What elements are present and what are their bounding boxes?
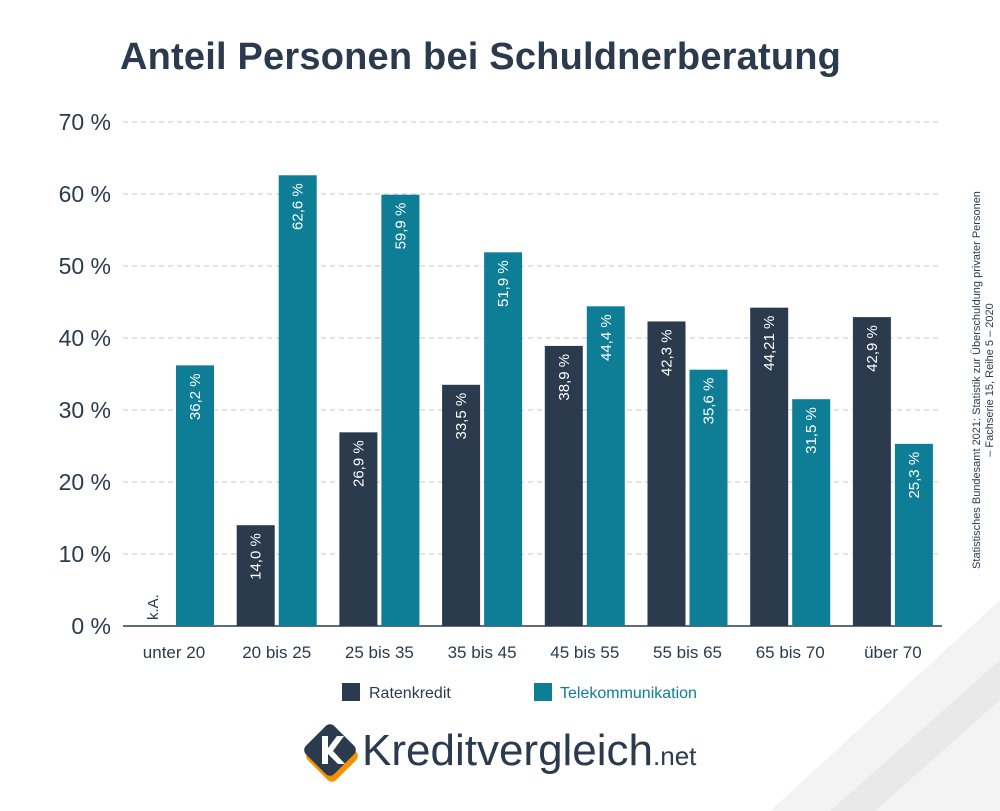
y-tick-label-30: 30 %	[59, 397, 111, 423]
legend-swatch-telekommunikation	[534, 683, 552, 701]
x-tick-label-3: 35 bis 45	[448, 643, 517, 662]
bar-label-ratenkredit-4: 38,9 %	[556, 354, 573, 401]
kreditvergleich-logo: Kreditvergleich.net	[300, 722, 720, 792]
bar-label-telekommunikation-6: 31,5 %	[803, 407, 820, 454]
bar-ratenkredit-2	[339, 432, 378, 626]
bar-telekommunikation-0	[176, 365, 214, 626]
y-tick-label-70: 70 %	[59, 109, 111, 135]
x-tick-label-4: 45 bis 55	[550, 643, 619, 662]
bar-label-telekommunikation-1: 62,6 %	[290, 183, 307, 230]
bar-label-telekommunikation-2: 59,9 %	[392, 203, 409, 250]
bar-telekommunikation-7	[894, 443, 933, 626]
bar-labels: k.A. 36,2 % 14,0 % 62,6 % 26,9 % 59,9 % 33,5 %…	[145, 183, 923, 620]
source-line-2: – Fachserie 15, Reihe 5 – 2020	[984, 303, 996, 457]
x-tick-label-6: 65 bis 70	[756, 643, 825, 662]
bar-ratenkredit-1	[236, 525, 275, 626]
x-axis-ticks: unter 20 20 bis 25 25 bis 35 35 bis 45 45 bi…	[143, 643, 922, 662]
chart-title: Anteil Personen bei Schuldnerberatung	[120, 36, 842, 78]
logo-suffix: .net	[653, 741, 697, 771]
bar-chart: 0 % 10 % 20 % 30 % 40 % 50 % 60 % 70 % k.A. 36,2…	[59, 109, 942, 702]
bar-label-ratenkredit-0: k.A.	[145, 594, 162, 620]
y-tick-label-20: 20 %	[59, 469, 111, 495]
bar-telekommunikation-3	[484, 252, 523, 626]
x-tick-label-7: über 70	[864, 643, 922, 662]
logo-name: Kreditvergleich	[362, 726, 654, 775]
y-tick-label-0: 0 %	[71, 613, 111, 639]
x-tick-label-2: 25 bis 35	[345, 643, 414, 662]
x-tick-label-0: unter 20	[143, 643, 205, 662]
x-tick-label-5: 55 bis 65	[653, 643, 722, 662]
bar-telekommunikation-5	[689, 369, 728, 626]
bar-label-telekommunikation-7: 25,3 %	[906, 452, 923, 499]
legend-label-ratenkredit: Ratenkredit	[369, 685, 451, 702]
bar-label-ratenkredit-6: 44,21 %	[761, 316, 778, 371]
bar-telekommunikation-6	[792, 399, 831, 626]
x-tick-label-1: 20 bis 25	[242, 643, 311, 662]
y-tick-label-40: 40 %	[59, 325, 111, 351]
bar-telekommunikation-2	[381, 194, 420, 626]
bar-label-telekommunikation-4: 44,4 %	[598, 314, 615, 361]
logo-k-icon	[304, 724, 358, 782]
bar-ratenkredit-7	[852, 317, 891, 626]
bar-label-telekommunikation-3: 51,9 %	[495, 260, 512, 307]
bar-label-ratenkredit-1: 14,0 %	[248, 533, 265, 580]
source-line-1: Statistisches Bundesamt 2021: Statistik …	[971, 191, 983, 569]
bar-label-ratenkredit-3: 33,5 %	[453, 393, 470, 440]
bar-ratenkredit-3	[442, 384, 481, 626]
legend-label-telekommunikation: Telekommunikation	[560, 685, 697, 702]
bar-label-telekommunikation-0: 36,2 %	[187, 373, 204, 420]
y-tick-label-50: 50 %	[59, 253, 111, 279]
bar-ratenkredit-6	[750, 307, 789, 626]
bar-telekommunikation-1	[278, 175, 317, 626]
y-tick-label-10: 10 %	[59, 541, 111, 567]
bar-label-telekommunikation-5: 35,6 %	[701, 378, 718, 425]
bar-ratenkredit-5	[647, 321, 686, 626]
bar-label-ratenkredit-7: 42,9 %	[864, 325, 881, 372]
source-note: Statistisches Bundesamt 2021: Statistik …	[968, 160, 996, 600]
y-axis-ticks: 0 % 10 % 20 % 30 % 40 % 50 % 60 % 70 %	[59, 109, 111, 639]
legend: Ratenkredit Telekommunikation	[342, 683, 697, 702]
bar-ratenkredit-4	[544, 345, 583, 626]
bars	[176, 175, 933, 626]
y-tick-label-60: 60 %	[59, 181, 111, 207]
logo-wordmark: Kreditvergleich.net	[362, 726, 696, 776]
bar-label-ratenkredit-5: 42,3 %	[659, 329, 676, 376]
legend-swatch-ratenkredit	[342, 683, 360, 701]
bar-telekommunikation-4	[586, 306, 625, 626]
bar-label-ratenkredit-2: 26,9 %	[350, 440, 367, 487]
